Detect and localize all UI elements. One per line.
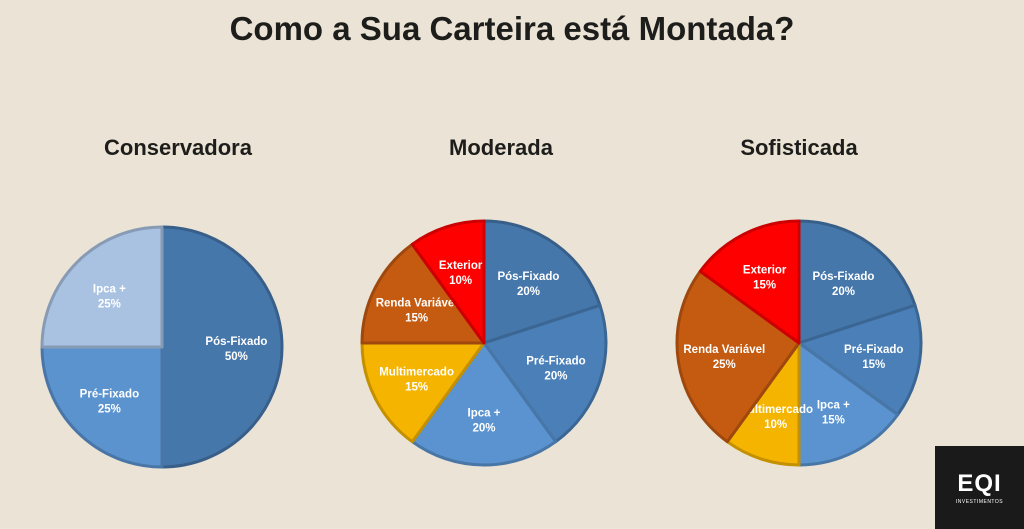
slice-label-ipca: Ipca +15% xyxy=(817,399,850,426)
pie-slice-pos-fixado xyxy=(797,219,917,345)
pie-slice-pos-fixado xyxy=(160,225,284,469)
pie-slice-multimercado xyxy=(360,341,486,444)
slice-label-ipca: Ipca +20% xyxy=(468,408,501,435)
pie-slice-exterior xyxy=(698,219,801,345)
pie-chart-moderada: Pós-Fixado 20% Pré-Fixado 20% Ipca +20% Multi… xyxy=(360,219,608,467)
slice-label-multimercado: Multimercado 10% xyxy=(738,404,813,431)
slice-label-pos-fixado: Pós-Fixado 20% xyxy=(812,271,874,298)
pie-chart-conservadora: Pós-Fixado 50% Pré-Fixado 25% Ipca +25% xyxy=(40,225,284,469)
slice-label-pre-fixado: Pré-Fixado 20% xyxy=(526,355,585,382)
pie-slice-renda-variavel xyxy=(360,242,486,345)
slice-label-pos-fixado: Pós-Fixado 20% xyxy=(497,271,559,298)
slice-label-ipca: Ipca +25% xyxy=(93,283,126,310)
slice-label-exterior: Exterior 15% xyxy=(743,265,787,292)
slice-label-pos-fixado: Pós-Fixado 50% xyxy=(205,336,267,363)
slice-label-pre-fixado: Pré-Fixado 25% xyxy=(80,389,139,416)
page-title: Como a Sua Carteira está Montada? xyxy=(229,10,795,47)
slice-label-multimercado: Multimercado 15% xyxy=(379,366,454,393)
slice-label-renda-variavel: Renda Variável 15% xyxy=(376,298,458,325)
pie-slice-pre-fixado xyxy=(40,345,164,469)
slice-label-pre-fixado: Pré-Fixado 15% xyxy=(844,344,903,371)
pie-slice-pre-fixado xyxy=(482,303,608,444)
slice-label-renda-variavel: Renda Variável 25% xyxy=(683,344,765,371)
chart-title-conservadora: Conservadora xyxy=(104,135,252,160)
pie-slice-ipca xyxy=(797,341,900,467)
pie-slice-exterior xyxy=(410,219,486,345)
slice-label-exterior: Exterior 10% xyxy=(439,260,483,287)
chart-title-sofisticada: Sofisticada xyxy=(740,135,858,160)
pie-slice-renda-variavel xyxy=(675,269,801,444)
pie-chart-sofisticada: Pós-Fixado 20% Pré-Fixado 15% Ipca +15%Multi… xyxy=(675,219,923,467)
logo-text: EQI xyxy=(957,470,1002,497)
pie-slice-pos-fixado xyxy=(482,219,602,345)
eqi-logo: EQI INVESTIMENTOS xyxy=(935,446,1024,529)
pie-slice-ipca xyxy=(410,341,558,467)
chart-title-moderada: Moderada xyxy=(449,135,553,160)
logo-subtitle: INVESTIMENTOS xyxy=(955,499,1004,505)
pie-slice-ipca xyxy=(40,225,164,349)
pie-slice-pre-fixado xyxy=(797,303,923,417)
